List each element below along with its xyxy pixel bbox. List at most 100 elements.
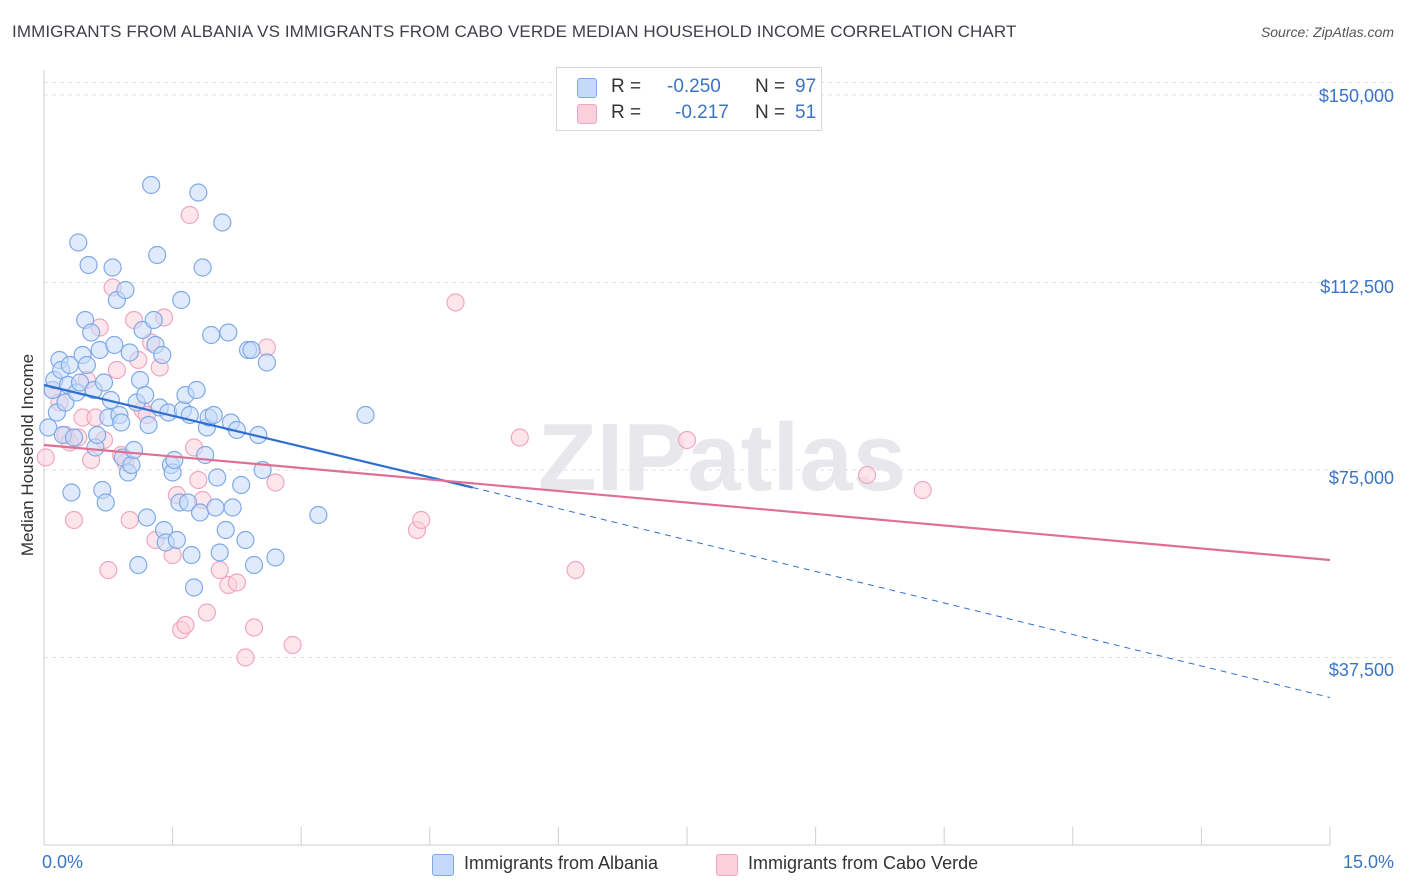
caboverde-n-value: 51 [795,102,817,123]
caboverde-n-label: N = [755,102,786,123]
y-axis-label: Median Household Income [18,353,37,557]
caboverde-r-value: -0.217 [675,102,729,123]
albania-point [70,373,90,392]
albania-point [204,405,223,425]
y-tick-112500: $112,500 [1320,277,1394,297]
albania-point [69,233,88,252]
caboverde-point [266,473,285,492]
albania-point [202,325,221,345]
caboverde-point [236,648,255,667]
correlation-legend: R = -0.250 N = 97 R = -0.217 N = 51 [556,67,822,131]
albania-point [187,380,206,400]
caboverde-point [227,573,246,592]
albania-point [257,353,277,372]
albania-point [356,405,375,425]
albania-trend-line [43,383,473,489]
caboverde-legend-swatch [716,854,738,876]
caboverde-swatch [577,104,597,124]
albania-point [88,425,107,445]
albania-point [120,343,139,362]
albania-point [216,520,235,540]
caboverde-point [283,635,302,655]
albania-point [96,493,115,512]
albania-point [236,530,255,550]
caboverde-point [176,615,195,635]
albania-point [142,175,161,195]
albania-point [223,498,242,517]
albania-point [178,493,198,512]
caboverde-point [64,510,84,530]
caboverde-trend-line [43,443,1331,562]
albania-point [124,440,144,460]
albania-swatch [577,78,597,98]
caboverde-point [677,430,697,450]
albania-point [184,578,204,597]
albania-point [103,258,122,277]
y-tick-75000: $75,000 [1328,468,1394,488]
caboverde-point [244,618,264,637]
albania-point [129,555,148,575]
caboverde-r-label: R = [611,102,642,123]
albania-r-label: R = [611,76,642,97]
albania-point [244,555,264,575]
albania-point [309,505,328,525]
albania-point [219,323,238,342]
caboverde-point [913,480,932,500]
albania-legend-label: Immigrants from Albania [464,853,659,873]
trend-lines [43,383,1331,698]
albania-point [136,385,155,405]
albania-n-label: N = [755,76,786,97]
albania-trend-extension [472,487,1331,698]
albania-point [206,498,225,517]
albania-point [213,213,232,232]
caboverde-point [566,560,585,580]
albania-point [232,475,251,495]
albania-point [242,340,261,360]
caboverde-point [510,428,529,447]
albania-point [266,548,285,567]
albania-point [210,543,229,562]
caboverde-point [36,448,55,467]
albania-point [62,483,81,502]
albania-point [165,450,184,470]
albania-point [77,355,96,375]
albania-point [122,455,141,475]
albania-legend-swatch [432,854,454,876]
series-legend: Immigrants from Albania Immigrants from … [0,852,1406,878]
x-tick-max: 15.0% [1342,852,1394,872]
albania-point [172,290,191,310]
y-tick-150000: $150,000 [1318,86,1394,106]
albania-point [94,373,114,392]
y-tick-37500: $37,500 [1328,660,1394,680]
albania-point [64,428,84,447]
grid-lines [44,82,1396,658]
albania-point [148,245,167,265]
caboverde-point [197,603,216,622]
caboverde-point [446,293,465,312]
chart-title: IMMIGRANTS FROM ALBANIA VS IMMIGRANTS FR… [12,22,1017,41]
albania-n-value: 97 [795,76,817,97]
caboverde-point [857,465,877,485]
albania-point [39,418,58,437]
caboverde-point [107,360,126,380]
caboverde-point [99,560,118,580]
albania-point [189,183,208,202]
watermark: ZIPatlas [538,404,906,511]
albania-r-value: -0.250 [667,76,721,97]
caboverde-legend-label: Immigrants from Cabo Verde [748,853,979,873]
albania-point [116,280,135,300]
albania-point [182,545,201,565]
albania-point [82,323,101,342]
caboverde-point [120,510,139,530]
albania-point [105,335,124,355]
caboverde-point [210,560,229,580]
caboverde-point [412,510,431,530]
albania-point [190,503,210,522]
albania-point [208,468,227,487]
albania-point [112,413,131,432]
albania-point [137,508,156,527]
caboverde-point [189,470,208,490]
albania-point [144,310,163,330]
albania-point [167,530,186,550]
